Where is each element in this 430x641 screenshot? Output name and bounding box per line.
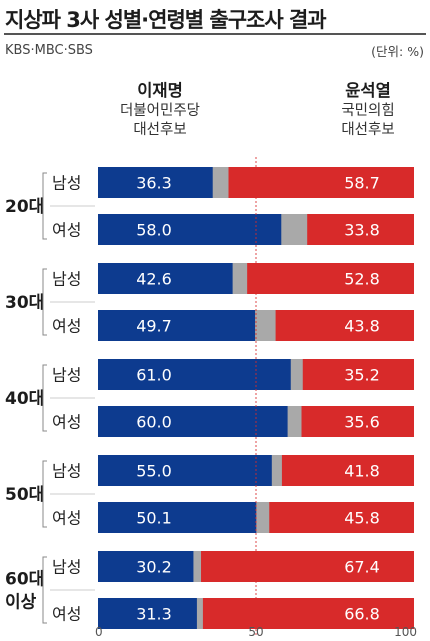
right-candidate-bar bbox=[228, 167, 414, 198]
gender-label: 남성 bbox=[52, 366, 81, 385]
group-bracket bbox=[42, 268, 47, 336]
right-value-label: 67.4 bbox=[344, 558, 380, 577]
left-candidate-bar bbox=[98, 502, 257, 533]
left-candidate-bar bbox=[98, 551, 194, 582]
age-group-label: 20대 bbox=[5, 197, 44, 217]
left-candidate-bar bbox=[98, 598, 197, 629]
right-value-label: 52.8 bbox=[344, 270, 380, 289]
left-value-label: 50.1 bbox=[136, 509, 172, 528]
left-candidate-bar bbox=[98, 214, 282, 245]
right-value-label: 45.8 bbox=[344, 509, 380, 528]
candidate-right-party: 국민의힘 bbox=[341, 103, 395, 119]
left-value-label: 42.6 bbox=[136, 270, 172, 289]
candidate-left-role: 대선후보 bbox=[133, 122, 187, 138]
gender-label: 남성 bbox=[52, 558, 81, 577]
candidate-left-party: 더불어민주당 bbox=[119, 103, 201, 119]
chart-title: 지상파 3사 성별·연령별 출구조사 결과 bbox=[5, 8, 327, 32]
candidate-left-name: 이재명 bbox=[137, 81, 183, 100]
x-tick-label: 100 bbox=[394, 625, 417, 639]
left-candidate-bar bbox=[98, 263, 233, 294]
left-value-label: 60.0 bbox=[136, 413, 172, 432]
candidate-right-name: 윤석열 bbox=[345, 81, 391, 100]
right-value-label: 33.8 bbox=[344, 221, 380, 240]
left-candidate-bar bbox=[98, 455, 272, 486]
age-group-label: 60대 이상 bbox=[5, 570, 44, 613]
right-value-label: 41.8 bbox=[344, 462, 380, 481]
candidate-right: 윤석열 국민의힘 대선후보 bbox=[298, 80, 430, 140]
left-value-label: 55.0 bbox=[136, 462, 172, 481]
x-tick-label: 0 bbox=[95, 625, 103, 639]
right-candidate-bar bbox=[307, 214, 414, 245]
right-candidate-bar bbox=[302, 359, 414, 390]
group-bracket bbox=[42, 556, 47, 624]
gender-label: 여성 bbox=[52, 413, 81, 432]
right-value-label: 43.8 bbox=[344, 317, 380, 336]
candidate-left: 이재명 더불어민주당 대선후보 bbox=[90, 80, 230, 140]
gender-label: 여성 bbox=[52, 221, 81, 240]
right-candidate-bar bbox=[275, 310, 414, 341]
left-candidate-bar bbox=[98, 359, 291, 390]
age-group-label: 40대 bbox=[5, 389, 44, 409]
right-value-label: 58.7 bbox=[344, 174, 380, 193]
left-value-label: 31.3 bbox=[136, 605, 172, 624]
right-value-label: 66.8 bbox=[344, 605, 380, 624]
right-candidate-bar bbox=[281, 455, 414, 486]
gender-label: 여성 bbox=[52, 605, 81, 624]
gender-label: 남성 bbox=[52, 462, 81, 481]
age-group-label: 30대 bbox=[5, 293, 44, 313]
candidate-right-role: 대선후보 bbox=[341, 122, 395, 138]
age-group-label: 50대 bbox=[5, 485, 44, 505]
right-candidate-bar bbox=[202, 598, 414, 629]
right-value-label: 35.6 bbox=[344, 413, 380, 432]
gender-label: 여성 bbox=[52, 317, 81, 336]
source-label: KBS·MBC·SBS bbox=[5, 43, 93, 58]
group-bracket bbox=[42, 364, 47, 432]
right-candidate-bar bbox=[301, 406, 414, 437]
left-candidate-bar bbox=[98, 406, 288, 437]
group-bracket bbox=[42, 460, 47, 528]
left-value-label: 49.7 bbox=[136, 317, 172, 336]
left-value-label: 30.2 bbox=[136, 558, 172, 577]
left-candidate-bar bbox=[98, 167, 213, 198]
group-bracket bbox=[42, 172, 47, 240]
left-value-label: 36.3 bbox=[136, 174, 172, 193]
x-tick-label: 50 bbox=[248, 625, 263, 639]
right-value-label: 35.2 bbox=[344, 366, 380, 385]
unit-label: (단위: %) bbox=[371, 44, 424, 59]
left-candidate-bar bbox=[98, 310, 256, 341]
left-value-label: 58.0 bbox=[136, 221, 172, 240]
right-candidate-bar bbox=[247, 263, 414, 294]
gender-label: 남성 bbox=[52, 174, 81, 193]
right-candidate-bar bbox=[201, 551, 414, 582]
gender-label: 여성 bbox=[52, 509, 81, 528]
left-value-label: 61.0 bbox=[136, 366, 172, 385]
title-divider bbox=[4, 33, 426, 35]
right-candidate-bar bbox=[269, 502, 414, 533]
gender-label: 남성 bbox=[52, 270, 81, 289]
